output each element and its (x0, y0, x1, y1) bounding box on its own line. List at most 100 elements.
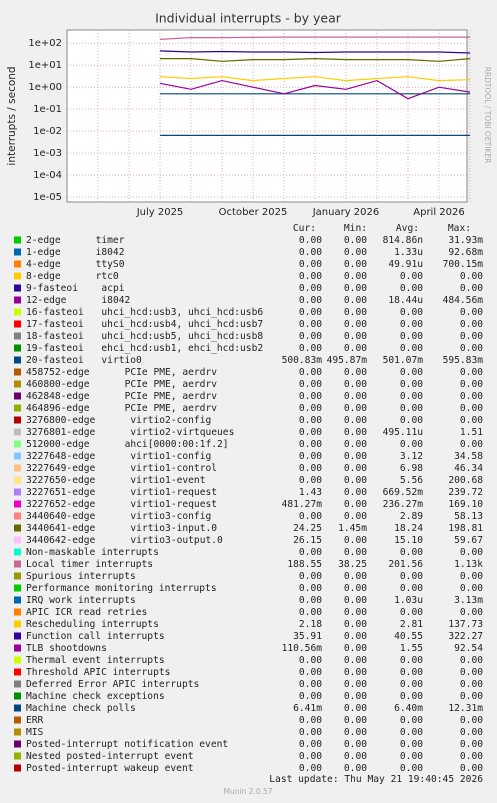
legend-swatch (14, 692, 21, 700)
legend-stat: 0.00 (400, 571, 423, 582)
legend-stat: 484.56m (443, 295, 484, 306)
legend-swatch (14, 572, 21, 580)
legend-stat: 0.00 (460, 679, 483, 690)
legend-stat: 481.27m (282, 499, 323, 510)
legend-name: ERR (26, 715, 44, 726)
legend-stat: 0.00 (344, 247, 367, 258)
legend-stat: 0.00 (400, 367, 423, 378)
legend-stat: 3.12 (400, 451, 423, 462)
legend-name: 16-fasteoi (26, 307, 84, 318)
legend-name: 3227648-edge (26, 451, 96, 462)
series-line (159, 50, 471, 54)
legend-name: 3227651-edge (26, 487, 96, 498)
legend-stat: 0.00 (344, 415, 367, 426)
legend-stat: 0.00 (299, 331, 322, 342)
legend-stat: 0.00 (299, 343, 322, 354)
legend-swatch (14, 680, 21, 688)
legend-stat: 239.72 (448, 487, 483, 498)
legend-stat: 58.13 (454, 511, 483, 522)
legend-stat: 198.81 (448, 523, 483, 534)
legend-swatch (14, 404, 21, 412)
legend-stat: 0.00 (299, 715, 322, 726)
legend-info: virtio3-input.0 (130, 523, 217, 534)
legend-stat: 0.00 (460, 271, 483, 282)
y-tick-label: 1e-01 (33, 104, 62, 115)
legend-stat: 40.55 (394, 631, 423, 642)
legend-stat: 0.00 (400, 715, 423, 726)
legend-swatch (14, 740, 21, 748)
legend-swatch (14, 308, 21, 316)
legend-name: MIS (26, 727, 44, 738)
legend-info: uhci_hcd:usb5, uhci_hcd:usb8 (101, 331, 263, 342)
legend-stat: 0.00 (460, 379, 483, 390)
legend-swatch (14, 332, 21, 340)
legend-name: 19-fasteoi (26, 343, 84, 354)
legend-name: Local timer interrupts (26, 559, 153, 570)
legend-stat: 0.00 (299, 379, 322, 390)
legend-info: virtio3-config (130, 511, 211, 522)
legend-stat: 0.00 (400, 307, 423, 318)
legend-info: PCIe PME, aerdrv (125, 403, 218, 414)
legend-stat: 0.00 (344, 379, 367, 390)
legend-stat: 0.00 (299, 319, 322, 330)
legend-name: Performance monitoring interrupts (26, 583, 217, 594)
legend-stat: 0.00 (460, 571, 483, 582)
legend-stat: 0.00 (460, 763, 483, 774)
legend-stat: 0.00 (400, 607, 423, 618)
legend-name: Posted-interrupt notification event (26, 739, 228, 750)
legend-info: virtio1-control (130, 463, 217, 474)
legend-swatch (14, 704, 21, 712)
legend-stat: 6.98 (400, 463, 423, 474)
legend-name: 3276800-edge (26, 415, 96, 426)
y-tick-label: 1e+02 (28, 38, 62, 49)
legend-name: Posted-interrupt wakeup event (26, 763, 194, 774)
legend-stat: 24.25 (293, 523, 322, 534)
legend-stat: 0.00 (400, 727, 423, 738)
legend-stat: 0.00 (344, 439, 367, 450)
legend-stat: 0.00 (460, 391, 483, 402)
legend-info: uhci_hcd:usb4, uhci_hcd:usb7 (101, 319, 263, 330)
legend-stat: 0.00 (344, 667, 367, 678)
legend-name: Thermal event interrupts (26, 655, 165, 666)
legend-stat: 1.13k (454, 559, 483, 570)
legend-stat: 0.00 (344, 295, 367, 306)
legend-stat: 0.00 (460, 283, 483, 294)
legend-stat: 6.40m (394, 703, 423, 714)
legend-stat: 0.00 (344, 331, 367, 342)
legend-stat: 501.07m (383, 355, 424, 366)
legend-swatch (14, 764, 21, 772)
legend-stat: 0.00 (460, 715, 483, 726)
legend-name: 3227649-edge (26, 463, 96, 474)
legend-swatch (14, 356, 21, 364)
legend-stat: 0.00 (460, 667, 483, 678)
legend-stat: 0.00 (299, 403, 322, 414)
legend-stat: 0.00 (344, 643, 367, 654)
legend-stat: 0.00 (344, 307, 367, 318)
legend-name: 4-edge (26, 259, 61, 270)
legend-stat: 49.91u (388, 259, 423, 270)
legend-stat: 0.00 (344, 727, 367, 738)
legend-info: virtio3-output.0 (130, 535, 223, 546)
legend-stat: 0.00 (460, 403, 483, 414)
last-update: Last update: Thu May 21 19:40:45 2026 (269, 774, 483, 785)
legend-stat: 0.00 (344, 751, 367, 762)
legend-stat: 495.11u (383, 427, 423, 438)
legend-stat: 0.00 (400, 319, 423, 330)
legend-stat: 0.00 (344, 571, 367, 582)
legend-name: 3276801-edge (26, 427, 96, 438)
legend-stat: 200.68 (448, 475, 483, 486)
stat-header: Max: (448, 223, 471, 234)
legend-name: 9-fasteoi (26, 283, 78, 294)
legend-stat: 1.33u (394, 247, 423, 258)
series-line (160, 57, 471, 62)
legend-stat: 0.00 (400, 691, 423, 702)
legend-stat: 5.56 (400, 475, 423, 486)
legend-stat: 0.00 (344, 367, 367, 378)
legend-name: 8-edge (26, 271, 61, 282)
x-tick-label: April 2026 (413, 207, 464, 218)
legend-stat: 495.87m (327, 355, 368, 366)
legend-stat: 0.00 (344, 391, 367, 402)
legend-stat: 18.44u (388, 295, 423, 306)
legend-info: virtio1-request (130, 487, 217, 498)
legend-swatch (14, 524, 21, 532)
